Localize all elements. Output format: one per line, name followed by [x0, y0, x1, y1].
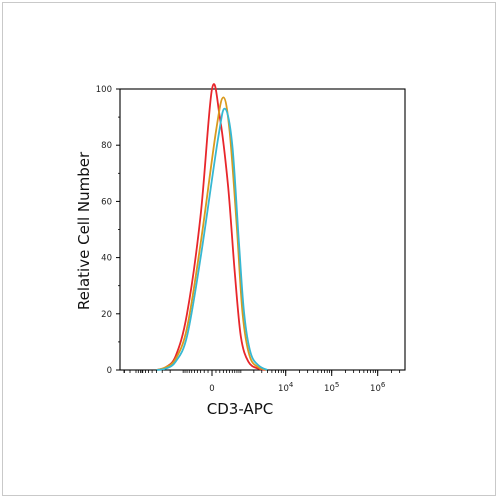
- x-tick-label: 106: [370, 381, 386, 394]
- x-axis-label: CD3-APC: [207, 400, 273, 418]
- x-tick-exponent: 4: [289, 381, 294, 389]
- series-line-1: [156, 83, 268, 371]
- y-tick-label: 0: [107, 366, 112, 376]
- plot-area: [119, 88, 406, 371]
- y-tick-label: 20: [101, 310, 112, 320]
- y-axis-label: Relative Cell Number: [75, 151, 93, 310]
- y-tick-label: 60: [101, 197, 112, 207]
- x-tick-exponent: 5: [335, 381, 339, 389]
- x-tick-label: 104: [278, 381, 294, 394]
- x-tick-label: 105: [324, 381, 339, 394]
- x-axis-ticks: 0 104 105 106: [123, 370, 401, 394]
- series-line-3: [156, 107, 268, 371]
- series-line-2: [156, 96, 268, 371]
- plot-border: [119, 88, 406, 371]
- y-tick-label: 40: [101, 254, 112, 264]
- y-tick-label: 100: [96, 85, 112, 95]
- series-group: [156, 83, 268, 371]
- chart-frame: [2, 2, 496, 496]
- y-axis-ticks: 0 20 40 60 80 100: [96, 85, 120, 376]
- x-tick-exponent: 6: [381, 381, 386, 389]
- y-tick-label: 80: [101, 141, 112, 151]
- x-tick-label: 0: [209, 384, 214, 394]
